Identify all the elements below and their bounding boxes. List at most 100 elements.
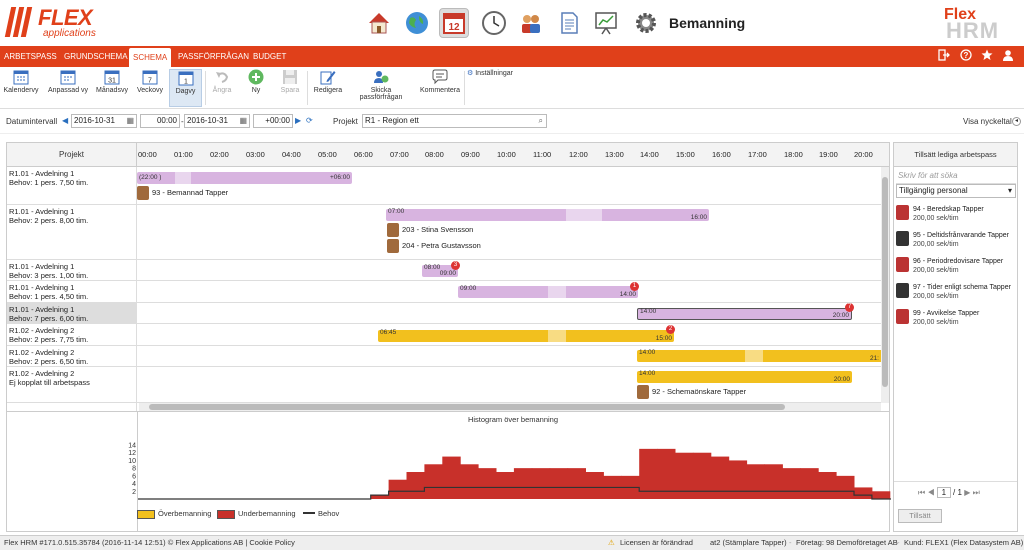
calendar-picker-icon[interactable]: ▦ [239,116,247,125]
users-icon[interactable] [516,8,546,38]
bar-segment [548,286,566,298]
list-item[interactable]: 94 - Beredskap Tapper 200,00 sek/tim [896,203,1016,227]
vertical-scrollbar[interactable] [881,167,889,403]
date-from-input[interactable]: 2016-10-31 ▦ [71,114,137,128]
day-view-button[interactable]: 1 Dagvy [169,69,202,107]
tab-arbetspass[interactable]: ARBETSPASS [4,52,57,61]
assigned-person[interactable]: 93 - Bemannad Tapper [137,186,228,200]
date-from-value: 2016-10-31 [74,116,115,125]
under-staffing-bar [442,456,461,499]
shift-bar[interactable]: 06:45 15:00 [378,329,674,342]
clock-icon[interactable] [479,8,509,38]
calendar-picker-icon[interactable]: ▦ [126,116,134,125]
next-page-icon[interactable]: ▶ [964,488,971,497]
legend-need: Behov [303,509,339,519]
prev-date-icon[interactable]: ◀ [62,116,69,125]
table-row[interactable]: R1.01 - Avdelning 1 Behov: 3 pers. 1,00 t… [7,260,881,281]
home-icon[interactable] [364,8,394,38]
license-notice[interactable]: Licensen är förändrad [620,538,693,547]
status-bar: Flex HRM #171.0.515.35784 (2016-11-14 12… [0,535,1024,550]
list-item[interactable]: 96 - Periodredovisare Tapper 200,00 sek/t… [896,255,1016,279]
hour-label: 04:00 [282,150,301,159]
tab-schema[interactable]: SCHEMA [129,48,172,67]
horizontal-scrollbar[interactable] [139,403,881,411]
hour-label: 10:00 [497,150,516,159]
page-input[interactable]: 1 [936,487,951,498]
table-row[interactable]: R1.02 - Avdelning 2 Ej kopplat till arbet… [7,367,881,403]
shift-bar[interactable]: 14:00 21: [637,349,881,362]
staff-search-input[interactable]: Skriv för att söka [896,170,1016,184]
assigned-person[interactable]: 204 - Petra Gustavsson [387,239,481,253]
last-page-icon[interactable]: ⏭ [972,488,980,497]
comment-button[interactable]: Kommentera [418,69,462,107]
assigned-person[interactable]: 92 - Schemaönskare Tapper [637,385,746,399]
y-tick-label: 14 [128,443,136,450]
calendar-7-icon: 7 [142,70,158,85]
scroll-thumb[interactable] [149,404,785,410]
star-icon[interactable] [979,49,994,64]
show-key-link[interactable]: Visa nyckeltal [963,117,1012,126]
tab-passforfragan[interactable]: PASSFÖRFRÅGAN [178,52,249,61]
shift-bar[interactable]: 07:00 16:00 [386,208,709,221]
table-row[interactable]: R1.02 - Avdelning 2 Behov: 2 pers. 6,50 t… [7,346,881,367]
undo-button[interactable]: Ångra [208,69,236,107]
hour-label: 01:00 [174,150,193,159]
list-item[interactable]: 99 - Avvikelse Tapper 200,00 sek/tim [896,307,1016,331]
week-view-button[interactable]: 7 Veckovy [135,69,165,107]
prev-page-icon[interactable]: ◀ [927,488,935,497]
gear-icon[interactable] [631,8,661,38]
table-row[interactable]: R1.01 - Avdelning 1 Behov: 2 pers. 8,00 t… [7,205,881,260]
month-view-button[interactable]: 31 Månadsvy [95,69,129,107]
table-row[interactable]: R1.01 - Avdelning 1 Behov: 7 pers. 6,00 t… [7,303,881,324]
current-user: at2 (Stämplare Tapper) [710,538,787,547]
table-row[interactable]: R1.02 - Avdelning 2 Behov: 2 pers. 7,75 t… [7,324,881,346]
table-row[interactable]: R1.01 - Avdelning 1 Behov: 1 pers. 4,50 t… [7,281,881,303]
need-count-badge: 1 [630,282,639,291]
chart-board-icon[interactable] [591,8,621,38]
schedule-icon[interactable]: 12 [439,8,469,38]
staff-filter-select[interactable]: Tillgänglig personal ▾ [896,184,1016,198]
shift-bar[interactable]: (22:00 ) +06:00 [137,172,352,184]
logout-icon[interactable] [936,49,951,64]
collapse-icon[interactable]: ◂ [1012,117,1021,126]
scroll-thumb[interactable] [882,177,888,387]
document-icon[interactable] [554,8,584,38]
shift-bar[interactable]: 14:00 20:00 [637,308,852,320]
list-item[interactable]: 97 - Tider enligt schema Tapper 200,00 se… [896,281,1016,305]
shift-bar[interactable]: 09:00 14:00 [458,285,638,298]
calendar-view-label: Kalendervy [3,87,39,94]
first-page-icon[interactable]: ⏮ [918,488,926,497]
date-to-input[interactable]: 2016-10-31 ▦ [184,114,250,128]
table-row[interactable]: R1.01 - Avdelning 1 Behov: 1 pers. 7,50 t… [7,167,881,205]
comment-label: Kommentera [419,87,461,94]
edit-button[interactable]: Redigera [311,69,345,107]
globe-icon[interactable] [402,8,432,38]
list-item[interactable]: 95 - Deltidsfrånvarande Tapper 200,00 sek… [896,229,1016,253]
tab-grundschema[interactable]: GRUNDSCHEMA [64,52,128,61]
save-button[interactable]: Spara [276,69,304,107]
shift-bar[interactable]: 08:00 09:00 [422,264,458,277]
panel-title: Tillsätt lediga arbetspass [894,143,1017,167]
calendar-view-button[interactable]: Kalendervy [2,69,40,107]
project-value: R1 - Region ett [365,116,419,125]
hour-label: 06:00 [354,150,373,159]
next-date-icon[interactable]: ▶ [295,116,302,125]
flex-logo[interactable]: FLEX applications [4,5,96,41]
assign-button[interactable]: Tillsätt [898,509,942,523]
new-button[interactable]: Ny [242,69,270,107]
project-select[interactable]: R1 - Region ett ⌕ [362,114,547,128]
time-offset-input[interactable]: +00:00 [253,114,293,128]
search-icon[interactable]: ⌕ [538,116,543,125]
time-from-input[interactable]: 00:00 [140,114,180,128]
settings-link[interactable]: ⚙ Inställningar [467,69,513,77]
send-request-button[interactable]: Skicka passförfrågan [355,69,407,107]
shift-bar[interactable]: 14:00 20:00 [637,370,852,383]
person-name: 203 - Stina Svensson [402,225,474,234]
user-icon[interactable] [1000,49,1015,64]
histogram-title: Histogram över bemanning [467,415,559,424]
help-icon[interactable]: ? [958,49,973,64]
assigned-person[interactable]: 203 - Stina Svensson [387,223,473,237]
refresh-icon[interactable]: ⟳ [306,116,313,125]
tab-budget[interactable]: BUDGET [253,52,287,61]
custom-view-button[interactable]: Anpassad vy [44,69,92,107]
